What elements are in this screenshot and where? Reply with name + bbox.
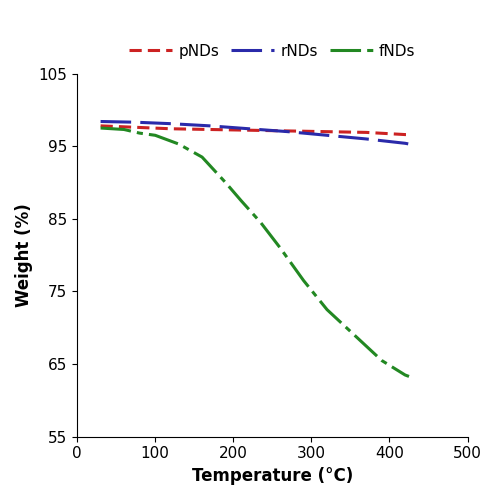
fNDs: [238, 198, 244, 203]
pNDs: [363, 130, 369, 136]
fNDs: [152, 132, 158, 138]
fNDs: [406, 374, 412, 380]
fNDs: [121, 126, 127, 132]
fNDs: [97, 125, 103, 131]
pNDs: [133, 124, 139, 130]
rNDs: [246, 126, 252, 132]
Line: fNDs: fNDs: [100, 128, 409, 376]
Line: rNDs: rNDs: [100, 122, 409, 144]
pNDs: [246, 127, 252, 133]
pNDs: [207, 126, 213, 132]
Legend: pNDs, rNDs, fNDs: pNDs, rNDs, fNDs: [123, 38, 421, 65]
rNDs: [324, 132, 330, 138]
rNDs: [402, 140, 408, 146]
fNDs: [257, 220, 263, 226]
rNDs: [207, 123, 213, 129]
X-axis label: Temperature (°C): Temperature (°C): [192, 467, 353, 485]
rNDs: [168, 120, 174, 126]
fNDs: [199, 154, 205, 160]
fNDs: [223, 180, 229, 186]
rNDs: [97, 118, 103, 124]
fNDs: [175, 141, 181, 147]
Line: pNDs: pNDs: [100, 126, 409, 134]
pNDs: [97, 123, 103, 129]
rNDs: [285, 128, 291, 134]
pNDs: [168, 126, 174, 132]
rNDs: [133, 119, 139, 125]
rNDs: [406, 141, 412, 147]
fNDs: [355, 336, 361, 342]
fNDs: [324, 306, 330, 312]
fNDs: [301, 278, 307, 283]
pNDs: [285, 128, 291, 134]
fNDs: [379, 358, 385, 364]
Y-axis label: Weight (%): Weight (%): [15, 204, 33, 307]
fNDs: [402, 372, 408, 378]
fNDs: [277, 245, 283, 251]
pNDs: [324, 128, 330, 134]
fNDs: [137, 130, 143, 136]
rNDs: [363, 136, 369, 142]
pNDs: [402, 132, 408, 138]
pNDs: [406, 132, 412, 138]
